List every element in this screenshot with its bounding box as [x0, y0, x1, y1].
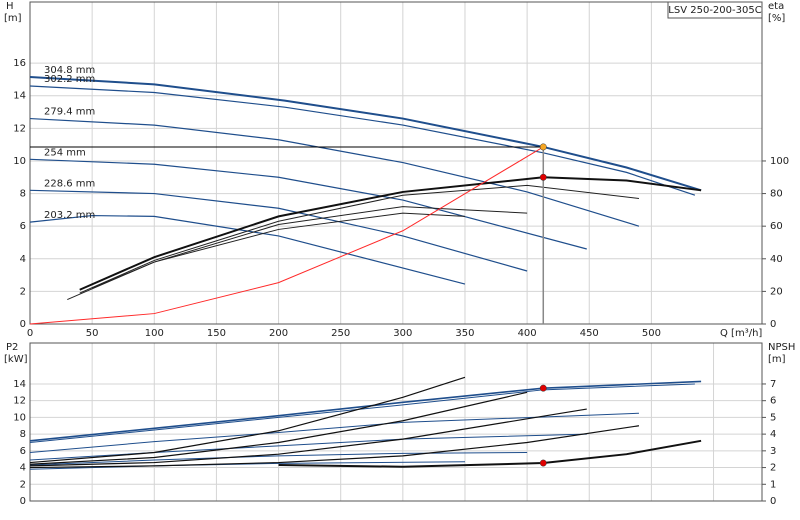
y2-tick-label: 6 — [770, 396, 776, 407]
y-axis-label: P2 — [6, 342, 18, 353]
y-axis-label: H — [6, 1, 14, 12]
y2-tick-label: 20 — [770, 286, 783, 297]
curve — [79, 184, 640, 294]
x-tick-label: 450 — [580, 328, 599, 339]
x-tick-label: 300 — [393, 328, 412, 339]
y-tick-label: 16 — [13, 58, 26, 69]
y2-tick-label: 0 — [770, 496, 776, 507]
model-label: LSV 250-200-305C — [668, 5, 761, 16]
y-tick-label: 14 — [13, 379, 26, 390]
y-tick-label: 6 — [20, 221, 26, 232]
curve — [91, 212, 466, 289]
y2-tick-label: 3 — [770, 446, 776, 457]
x-tick-label: 100 — [145, 328, 164, 339]
x-tick-label: 200 — [269, 328, 288, 339]
curve-label: 203.2 mm — [44, 210, 95, 221]
x-tick-label: 500 — [642, 328, 661, 339]
y2-axis-label: eta — [768, 1, 784, 12]
model-box — [667, 1, 763, 19]
x-tick-label: 350 — [455, 328, 474, 339]
y2-tick-label: 4 — [770, 429, 776, 440]
x-tick-label: 400 — [518, 328, 537, 339]
y2-tick-label: 7 — [770, 379, 776, 390]
y-tick-label: 6 — [20, 446, 26, 457]
x-axis-label: Q [m³/h] — [720, 328, 762, 339]
plot-frame — [29, 1, 763, 325]
y2-tick-label: 0 — [770, 319, 776, 330]
curve — [29, 383, 695, 443]
y-tick-label: 4 — [20, 463, 26, 474]
curve — [29, 425, 640, 469]
curve-label: 254 mm — [44, 147, 86, 158]
y-tick-label: 12 — [13, 123, 26, 134]
curve — [29, 75, 702, 192]
y2-axis-label: NPSH — [768, 342, 795, 353]
curve — [29, 412, 639, 454]
curve — [79, 176, 702, 291]
duty-point — [539, 173, 547, 181]
y-tick-label: 4 — [20, 254, 26, 265]
y-tick-label: 0 — [20, 496, 26, 507]
y-tick-label: 0 — [20, 319, 26, 330]
y-tick-label: 2 — [20, 479, 26, 490]
curve — [29, 391, 528, 465]
curve — [29, 452, 528, 466]
duty-point — [539, 143, 547, 151]
curve — [29, 376, 466, 464]
curve — [29, 433, 587, 461]
y2-tick-label: 100 — [770, 156, 789, 167]
curve — [29, 408, 587, 467]
x-tick-label: 0 — [27, 328, 33, 339]
curve — [29, 146, 544, 325]
curve-label: 302.2 mm — [44, 74, 95, 85]
plot-frame — [29, 342, 763, 502]
curve — [67, 206, 528, 301]
curve — [29, 189, 528, 272]
x-tick-label: 150 — [207, 328, 226, 339]
y-tick-label: 14 — [13, 91, 26, 102]
duty-point — [539, 459, 547, 467]
plot: 0 50 100 150 200 250 300 350 400 450 5000246810121… — [4, 1, 789, 339]
curve — [29, 380, 702, 442]
curve — [29, 117, 640, 227]
y2-tick-label: 5 — [770, 412, 776, 423]
curve — [29, 214, 466, 285]
y-tick-label: 2 — [20, 286, 26, 297]
y2-tick-label: 1 — [770, 479, 776, 490]
y2-axis-unit: [m] — [768, 354, 786, 365]
y2-axis-unit: [%] — [768, 13, 785, 24]
y2-tick-label: 80 — [770, 189, 783, 200]
y2-tick-label: 60 — [770, 221, 783, 232]
x-tick-label: 50 — [86, 328, 99, 339]
y-axis-unit: [m] — [4, 13, 22, 24]
x-tick-label: 250 — [331, 328, 350, 339]
y-axis-unit: [kW] — [4, 354, 28, 365]
duty-point — [539, 384, 547, 392]
y-tick-label: 10 — [13, 156, 26, 167]
y2-tick-label: 2 — [770, 463, 776, 474]
curve-label: 279.4 mm — [44, 107, 95, 118]
curve — [29, 158, 587, 250]
curve-label: 304.8 mm — [44, 65, 95, 76]
y-tick-label: 8 — [20, 429, 26, 440]
curve — [29, 85, 696, 196]
curve-label: 228.6 mm — [44, 178, 95, 189]
y2-tick-label: 40 — [770, 254, 783, 265]
y-tick-label: 12 — [13, 396, 26, 407]
y-tick-label: 8 — [20, 189, 26, 200]
y-tick-label: 10 — [13, 412, 26, 423]
